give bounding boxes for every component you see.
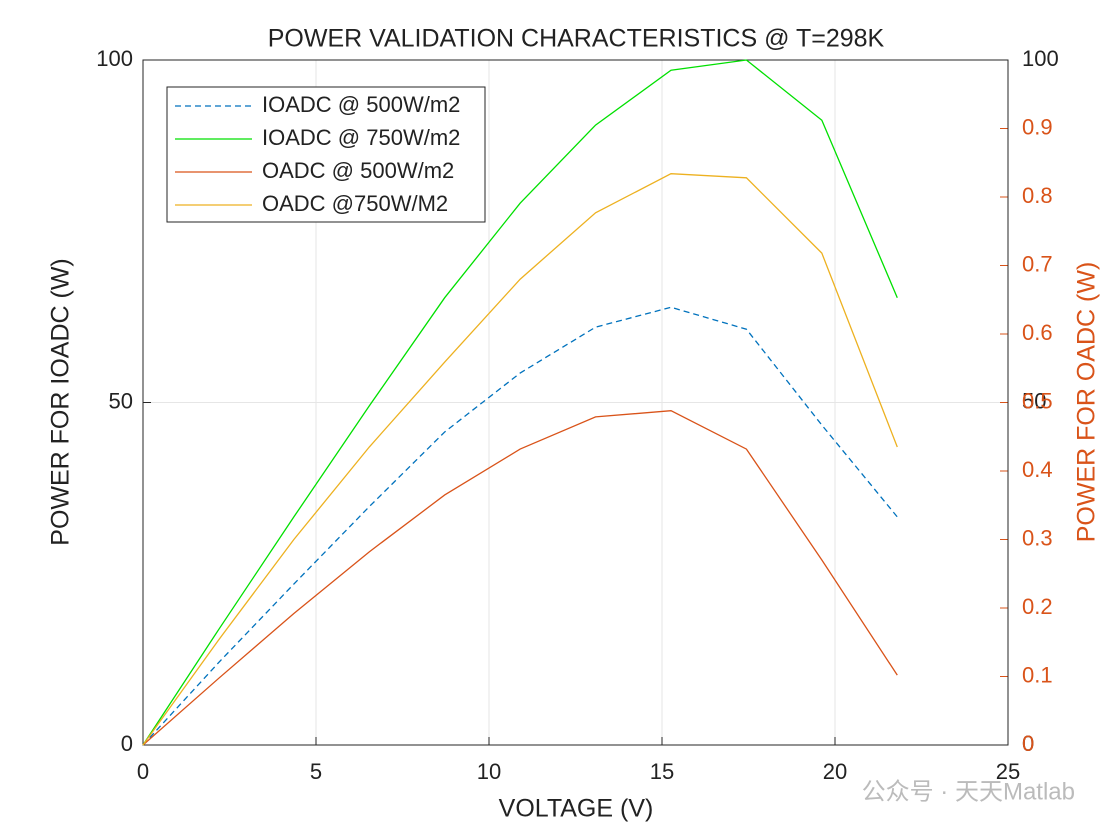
legend: IOADC @ 500W/m2 IOADC @ 750W/m2 OADC @ 500… [166, 86, 486, 223]
legend-label: IOADC @ 750W/m2 [262, 125, 460, 150]
x-tick-label: 10 [477, 759, 501, 784]
y-tick-label: 0 [121, 731, 133, 756]
y2-tick-label: 0 [1022, 731, 1034, 756]
y-tick-label-right: 100 [1022, 46, 1059, 71]
series-line [142, 59, 898, 746]
x-tick-label: 15 [650, 759, 674, 784]
legend-label: OADC @ 500W/m2 [262, 158, 454, 183]
y-tick-label: 100 [96, 46, 133, 71]
plot-frame [142, 59, 1009, 746]
x-tick-label: 20 [823, 759, 847, 784]
x-tick-label: 5 [310, 759, 322, 784]
x-tick-label: 0 [137, 759, 149, 784]
x-tick-label: 25 [996, 759, 1020, 784]
legend-label: OADC @750W/M2 [262, 191, 448, 216]
watermark: 公众号 · 天天Matlab [862, 778, 1075, 805]
series-line [142, 410, 898, 746]
y2-tick-label: 0.9 [1022, 114, 1053, 139]
y-axis-label: POWER FOR IOADC (W) [47, 258, 75, 545]
chart-title: POWER VALIDATION CHARACTERISTICS @ T=298… [268, 25, 885, 53]
x-axis-label: VOLTAGE (V) [499, 795, 654, 823]
y2-tick-label: 0.6 [1022, 320, 1053, 345]
y2-axis-label: POWER FOR OADC (W) [1073, 262, 1101, 543]
y-tick-label-right: 0 [1022, 731, 1034, 756]
y2-tick-label: 0.8 [1022, 183, 1053, 208]
y2-tick-label: 0.5 [1022, 388, 1053, 413]
series-line [142, 173, 898, 746]
y2-tick-label: 0.3 [1022, 525, 1053, 550]
legend-label: IOADC @ 500W/m2 [262, 92, 460, 117]
y2-tick-label: 0.4 [1022, 457, 1053, 482]
legend-box [166, 86, 486, 223]
y-tick-label-right: 50 [1022, 388, 1046, 413]
y2-tick-label: 0.7 [1022, 251, 1053, 276]
series-line [142, 306, 898, 746]
y2-tick-label: 0.2 [1022, 594, 1053, 619]
y2-tick-label: 0.1 [1022, 662, 1053, 687]
y-tick-label: 50 [109, 388, 133, 413]
